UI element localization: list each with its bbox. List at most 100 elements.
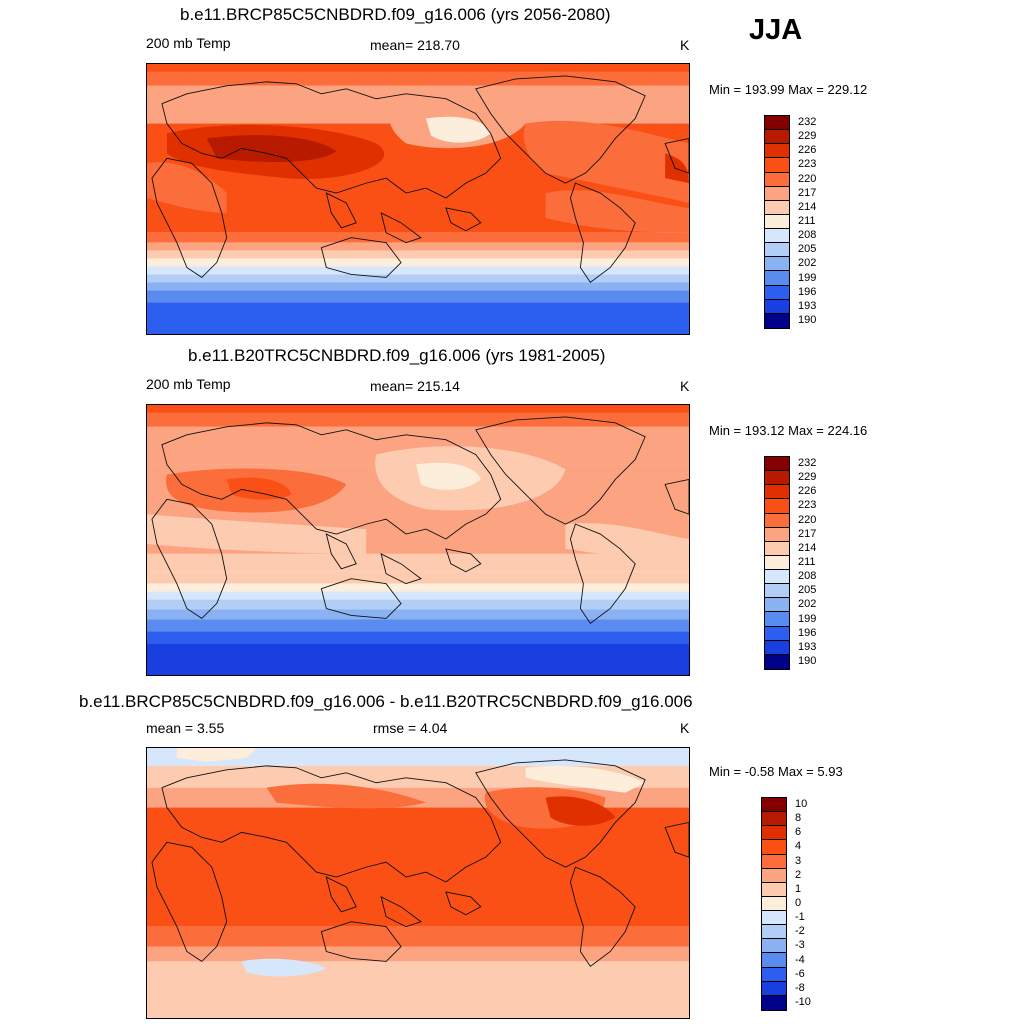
panel3-map [146,747,690,1019]
colorbar-tick-label: 190 [798,654,817,667]
contour-region [425,116,491,143]
colorbar-tick-label: 217 [798,186,817,199]
colorbar-box [762,911,786,926]
colorbar-tick-label: 214 [798,541,817,554]
colorbar-tick-label: 199 [798,612,817,625]
panel2-title: b.e11.B20TRC5CNBDRD.f09_g16.006 (yrs 198… [188,346,606,365]
colorbar-box [765,570,789,585]
coastline [151,498,228,619]
contour-band [147,591,689,600]
coastline [664,137,689,174]
colorbar-box [765,158,789,173]
colorbar-tick-label: 1 [795,882,802,895]
contour-band [147,250,689,259]
contour-region [523,120,689,203]
contour-band [147,274,689,283]
coastline [320,578,402,619]
contour-region [565,523,689,564]
colorbar-box [762,896,786,912]
contour-band [147,643,689,675]
contour-band [147,302,689,334]
panel3-colorbar [761,797,787,1011]
coastline [569,523,636,625]
coastline [445,207,482,232]
contour-band [147,571,689,584]
colorbar-tick-label: 220 [798,513,817,526]
contour-region [206,135,337,163]
contour-band [147,553,689,572]
coastline [380,896,422,928]
contour-band [147,405,689,413]
colorbar-box [762,882,786,897]
contour-region [226,477,292,500]
coastline [569,182,636,284]
contour-band [147,609,689,620]
panel1-minmax-label: Min = 193.99 Max = 229.12 [709,82,868,97]
contour-region [176,748,257,762]
contour-band [147,583,689,592]
colorbar-tick-label: 229 [798,130,817,143]
colorbar-tick-label: 199 [798,271,817,284]
colorbar-box [765,527,789,542]
colorbar-box [765,130,789,145]
contour-band [147,961,689,1018]
colorbar-tick-label: 196 [798,285,817,298]
colorbar-box [765,243,789,258]
colorbar-tick-label: 6 [795,826,802,839]
contour-band [147,290,689,303]
coastline [445,548,482,573]
colorbar-tick-label: 211 [798,556,816,568]
colorbar-tick-label: 196 [798,626,817,639]
panel1-variable-label: 200 mb Temp [146,35,231,51]
contour-region [416,462,481,490]
contour-region [241,958,327,977]
contour-region [266,783,426,809]
contour-band [147,71,689,86]
panel1-map [146,63,690,335]
colorbar-box [765,457,789,472]
colorbar-tick-label: 205 [798,584,817,597]
coastline [475,75,646,184]
colorbar-tick-label: 8 [795,812,802,825]
coastline [151,157,228,278]
coastline [325,533,357,570]
colorbar-box [765,499,789,514]
contour-region [147,162,227,213]
contour-band [147,242,689,251]
coastline [161,765,502,883]
colorbar-box [762,854,786,869]
panel2-minmax-label: Min = 193.12 Max = 224.16 [709,423,868,438]
colorbar-box [765,541,789,556]
colorbar-tick-label: 3 [795,854,802,867]
colorbar-box [765,485,789,500]
colorbar-box [765,214,789,230]
contour-region [545,796,616,826]
panel2-variable-label: 200 mb Temp [146,376,231,392]
colorbar-tick-label: -4 [795,953,805,966]
colorbar-tick-label: 226 [798,144,817,157]
colorbar-tick-label: 0 [795,897,802,909]
contour-band [147,748,689,766]
coastline [161,81,502,199]
panel2-mean-label: mean= 215.14 [370,378,460,394]
colorbar-box [765,612,789,627]
season-label: JJA [749,14,803,46]
contour-region [525,765,646,793]
coastline [664,821,689,858]
coastline [320,921,402,962]
coastline [569,866,636,968]
colorbar-box [765,229,789,244]
colorbar-tick-label: -3 [795,939,805,952]
colorbar-box [762,868,786,883]
colorbar-box [765,186,789,201]
colorbar-tick-label: 202 [798,257,817,270]
colorbar-tick-label: 223 [798,158,817,171]
colorbar-box [765,271,789,286]
colorbar-tick-label: 211 [798,215,816,227]
coastline [320,237,402,278]
colorbar-tick-label: 190 [798,313,817,326]
colorbar-box [765,654,789,669]
colorbar-box [765,313,789,328]
contour-band [147,631,689,644]
colorbar-box [762,812,786,827]
